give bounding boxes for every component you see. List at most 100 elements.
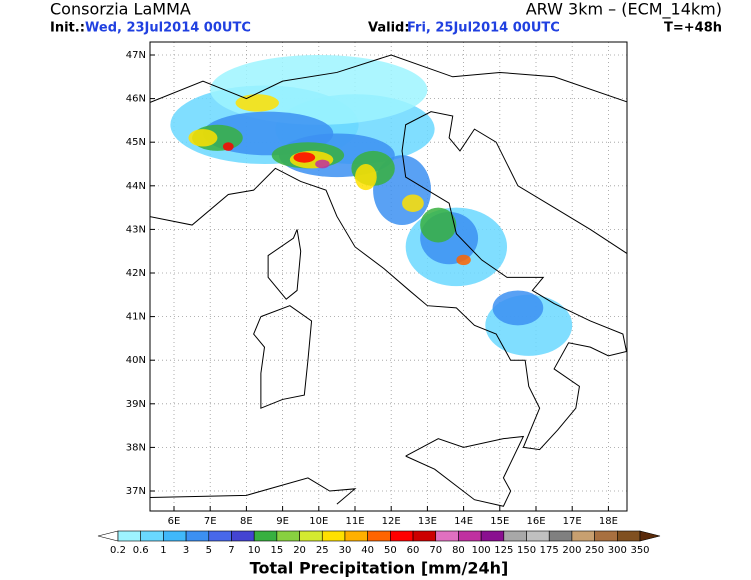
colorbar-box bbox=[594, 530, 618, 542]
colorbar-box bbox=[185, 530, 210, 542]
precip-area bbox=[293, 152, 316, 163]
coastline bbox=[405, 435, 525, 507]
map bbox=[150, 42, 627, 511]
coastline bbox=[267, 229, 302, 300]
init-value: Wed, 23Jul2014 00UTC bbox=[85, 21, 251, 36]
lon-tick-label: 11E bbox=[345, 516, 364, 527]
colorbar-box bbox=[117, 530, 141, 542]
lon-tick-label: 15E bbox=[490, 516, 509, 527]
precip-area bbox=[355, 164, 377, 191]
colorbar-box bbox=[367, 530, 391, 542]
valid-label: Valid: bbox=[368, 21, 410, 36]
precip-area bbox=[492, 290, 544, 326]
colorbar-label: 70 bbox=[429, 545, 442, 556]
lat-tick-label: 47N bbox=[126, 50, 146, 61]
colorbar-box bbox=[253, 530, 278, 542]
colorbar-box bbox=[344, 530, 368, 542]
colorbar-box bbox=[571, 530, 595, 542]
lat-tick-label: 39N bbox=[126, 399, 146, 410]
colorbar-arrow bbox=[639, 530, 661, 542]
colorbar-label: 300 bbox=[608, 545, 627, 556]
lon-tick-label: 6E bbox=[168, 516, 181, 527]
lon-tick-label: 17E bbox=[563, 516, 582, 527]
colorbar-label: 80 bbox=[452, 545, 465, 556]
colorbar-box bbox=[480, 530, 505, 542]
colorbar-label: 175 bbox=[540, 545, 559, 556]
colorbar-box bbox=[412, 530, 437, 542]
colorbar-box bbox=[276, 530, 300, 542]
colorbar-box bbox=[526, 530, 550, 542]
colorbar-box bbox=[231, 530, 255, 542]
precip-area bbox=[315, 159, 330, 169]
colorbar-box bbox=[548, 530, 573, 542]
coastline bbox=[150, 111, 627, 451]
colorbar-label: 1 bbox=[160, 545, 166, 556]
colorbar-label: 250 bbox=[585, 545, 604, 556]
lon-tick-label: 16E bbox=[526, 516, 545, 527]
coastline bbox=[150, 477, 357, 505]
lat-tick-label: 37N bbox=[126, 486, 146, 497]
colorbar-box bbox=[390, 530, 414, 542]
colorbar-label: 0.2 bbox=[110, 545, 126, 556]
colorbar-box bbox=[503, 530, 527, 542]
colorbar-label: 60 bbox=[407, 545, 420, 556]
colorbar: 0.2 0.6 1 3 5 7 10 15 20 25 30 40 50 60 70 80 100 125 150 1… bbox=[97, 530, 661, 556]
colorbar-box bbox=[617, 530, 641, 542]
colorbar-label: 40 bbox=[361, 545, 374, 556]
lon-tick-label: 13E bbox=[418, 516, 437, 527]
colorbar-label: 3 bbox=[183, 545, 189, 556]
valid-value: Fri, 25Jul2014 00UTC bbox=[407, 21, 560, 36]
colorbar-label: 30 bbox=[339, 545, 352, 556]
precip-area bbox=[222, 142, 234, 151]
colorbar-label: 7 bbox=[228, 545, 234, 556]
lat-tick-label: 41N bbox=[126, 312, 146, 323]
lat-tick-label: 43N bbox=[126, 224, 146, 235]
colorbar-label: 200 bbox=[562, 545, 581, 556]
precip-area bbox=[402, 194, 424, 212]
colorbar-box bbox=[163, 530, 187, 542]
lon-tick-label: 10E bbox=[309, 516, 328, 527]
colorbar-label: 20 bbox=[293, 545, 306, 556]
lat-tick-label: 38N bbox=[126, 442, 146, 453]
precip-area bbox=[420, 207, 457, 243]
lon-tick-label: 7E bbox=[204, 516, 217, 527]
lat-tick-label: 44N bbox=[126, 181, 146, 192]
colorbar-label: 350 bbox=[630, 545, 649, 556]
lat-tick-label: 46N bbox=[126, 94, 146, 105]
colorbar-label: 0.6 bbox=[133, 545, 149, 556]
colorbar-label: 150 bbox=[517, 545, 536, 556]
colorbar-box bbox=[208, 530, 232, 542]
lead-time: T=+48h bbox=[664, 21, 722, 36]
ticks: 47N 46N 45N 44N 43N 42N 41N 40N 39N 38N 37N 6E 7E 8E 9… bbox=[126, 50, 618, 527]
model: ARW 3km – (ECM_14km) bbox=[526, 0, 722, 20]
init-label: Init.: bbox=[50, 21, 85, 36]
map-frame bbox=[149, 41, 628, 512]
coastline bbox=[253, 305, 313, 409]
colorbar-label: 15 bbox=[271, 545, 284, 556]
colorbar-label: 25 bbox=[316, 545, 329, 556]
colorbar-box bbox=[435, 530, 459, 542]
org: Consorzia LaMMA bbox=[50, 0, 191, 19]
coastline bbox=[150, 54, 627, 103]
lon-tick-label: 12E bbox=[382, 516, 401, 527]
colorbar-box bbox=[458, 530, 482, 542]
colorbar-box bbox=[140, 530, 164, 542]
colorbar-label: 50 bbox=[384, 545, 397, 556]
colorbar-box bbox=[321, 530, 346, 542]
lat-tick-label: 42N bbox=[126, 268, 146, 279]
colorbar-label: 5 bbox=[206, 545, 212, 556]
colorbar-box bbox=[299, 530, 323, 542]
lon-tick-label: 18E bbox=[599, 516, 618, 527]
lon-tick-label: 8E bbox=[240, 516, 253, 527]
colorbar-label: 100 bbox=[472, 545, 491, 556]
lat-tick-label: 40N bbox=[126, 355, 146, 366]
precip-area bbox=[456, 254, 471, 266]
lat-tick-label: 45N bbox=[126, 137, 146, 148]
precip-area bbox=[188, 129, 218, 147]
colorbar-label: 10 bbox=[248, 545, 261, 556]
colorbar-label: 125 bbox=[494, 545, 513, 556]
lon-tick-label: 14E bbox=[454, 516, 473, 527]
colorbar-arrow bbox=[97, 530, 119, 542]
colorbar-title: Total Precipitation [mm/24h] bbox=[250, 559, 509, 578]
